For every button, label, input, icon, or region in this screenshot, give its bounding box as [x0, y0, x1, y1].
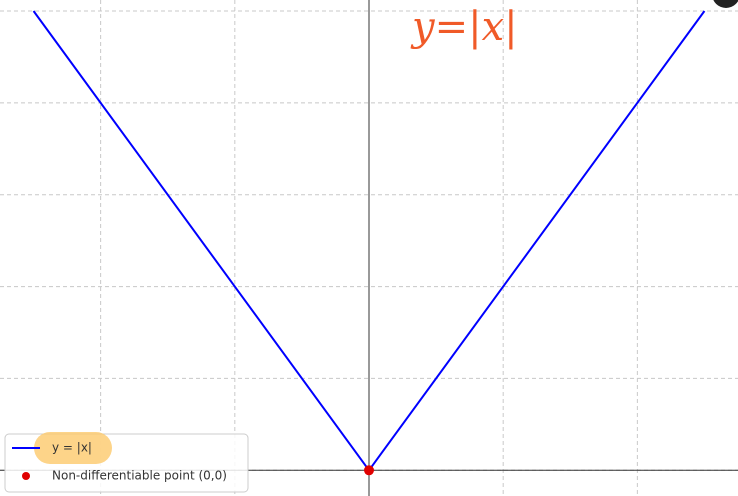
annotation: y=|x|	[410, 4, 518, 50]
highlight	[34, 432, 112, 464]
legend-swatch	[22, 472, 30, 480]
corner-button	[713, 0, 738, 8]
legend-label: y = |x|	[52, 441, 92, 455]
legend: y = |x| Non-differentiable point (0,0)	[4, 432, 249, 493]
point	[364, 465, 374, 476]
legend-label: Non-differentiable point (0,0)	[52, 469, 227, 483]
